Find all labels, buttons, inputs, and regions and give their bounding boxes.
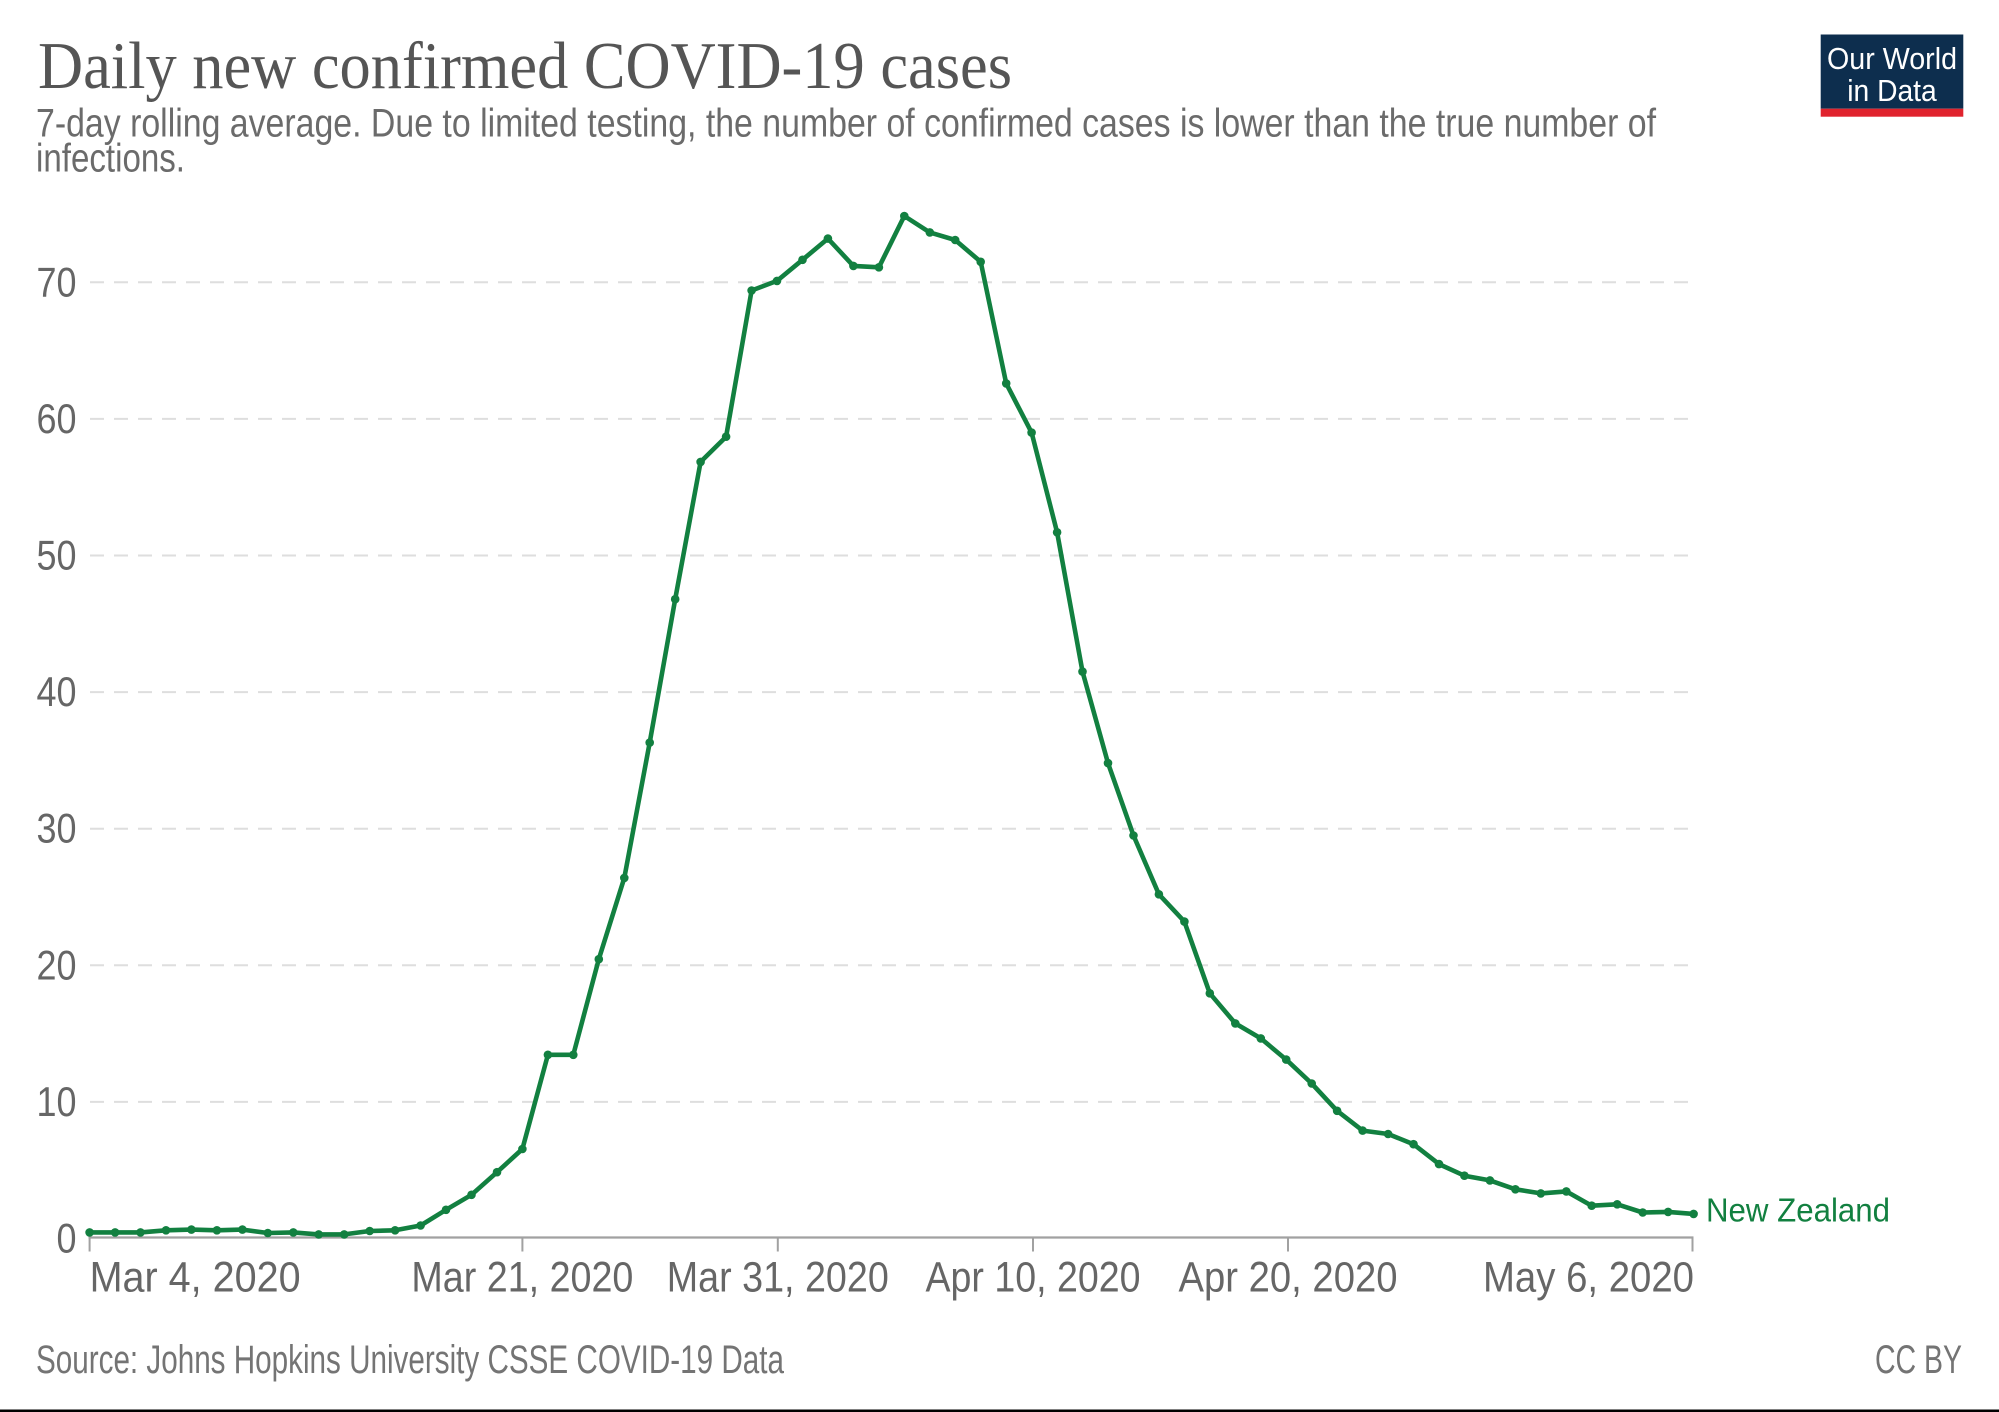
svg-text:May 6, 2020: May 6, 2020 (1483, 1253, 1694, 1301)
svg-text:in Data: in Data (1847, 73, 1937, 108)
svg-text:Apr 10, 2020: Apr 10, 2020 (926, 1253, 1141, 1301)
svg-text:40: 40 (37, 668, 77, 715)
svg-text:Mar 21, 2020: Mar 21, 2020 (411, 1253, 633, 1301)
svg-text:infections.: infections. (36, 136, 185, 180)
svg-text:New Zealand: New Zealand (1706, 1192, 1890, 1229)
svg-text:Daily new confirmed COVID-19 c: Daily new confirmed COVID-19 cases (38, 29, 1012, 103)
svg-text:70: 70 (37, 258, 77, 305)
svg-text:20: 20 (37, 941, 77, 988)
svg-text:CC BY: CC BY (1875, 1338, 1962, 1382)
svg-text:60: 60 (37, 395, 77, 442)
svg-text:Mar 4, 2020: Mar 4, 2020 (90, 1253, 301, 1301)
svg-text:Source: Johns Hopkins Universi: Source: Johns Hopkins University CSSE CO… (36, 1338, 784, 1382)
svg-text:Apr 20, 2020: Apr 20, 2020 (1179, 1253, 1398, 1301)
svg-text:7-day rolling average. Due to: 7-day rolling average. Due to limited te… (36, 102, 1657, 146)
svg-text:50: 50 (37, 532, 77, 579)
svg-text:10: 10 (37, 1078, 77, 1125)
svg-text:30: 30 (37, 805, 77, 852)
svg-text:0: 0 (57, 1215, 77, 1262)
svg-text:Mar 31, 2020: Mar 31, 2020 (667, 1253, 889, 1301)
svg-text:Our World: Our World (1827, 41, 1957, 76)
